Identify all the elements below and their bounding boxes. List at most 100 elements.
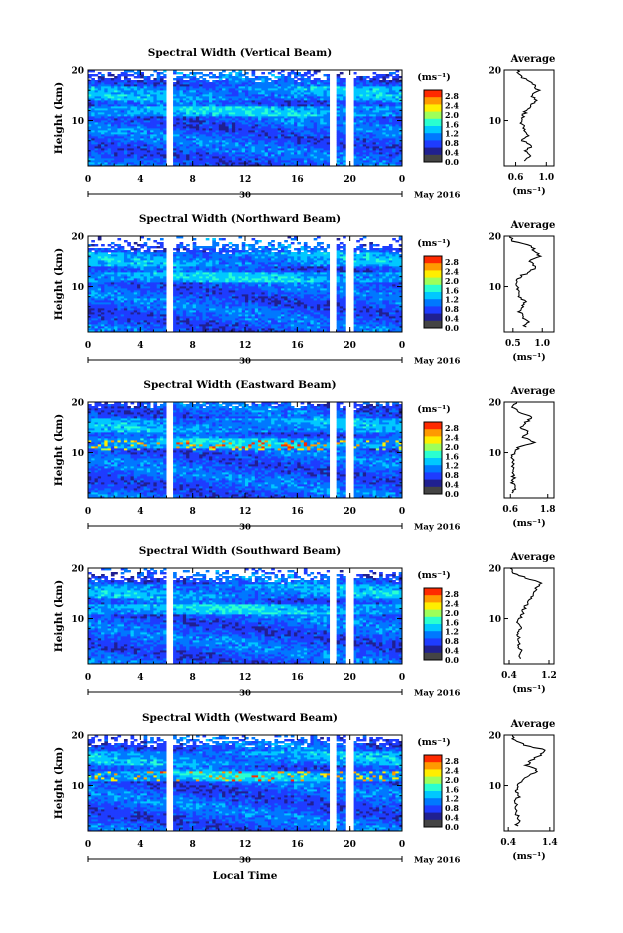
x-tick-label: 8 — [190, 175, 196, 185]
data-gap — [167, 70, 174, 166]
heatmap-cell — [317, 78, 321, 80]
colorbar-segment — [424, 104, 442, 112]
heatmap-cell — [373, 72, 377, 74]
y-axis-title: Height (km) — [53, 82, 65, 154]
heatmap-cell — [271, 80, 275, 82]
heatmap-cell — [137, 80, 141, 82]
colorbar-segment — [424, 155, 442, 163]
heatmap-cell — [304, 72, 308, 74]
heatmap-cell — [163, 74, 167, 76]
heatmap-cell — [95, 74, 99, 76]
heatmap-cell — [121, 80, 125, 82]
heatmap-cell — [206, 80, 210, 82]
heatmap-cell — [101, 244, 105, 246]
heatmap-cell — [281, 74, 285, 76]
heatmap-cell — [382, 74, 386, 76]
heatmap-cell — [127, 74, 131, 76]
heatmap-cell — [183, 80, 187, 82]
heatmap-cell — [202, 74, 206, 76]
heatmap-cell — [176, 72, 180, 74]
heatmap-cell — [140, 252, 144, 254]
heatmap-cell — [101, 248, 105, 250]
heatmap-cell — [104, 78, 108, 80]
heatmap-cell — [117, 238, 121, 240]
heatmap-cell — [189, 76, 193, 78]
heatmap-cell — [117, 74, 121, 76]
heatmap-cell — [144, 242, 148, 244]
heatmap-cell — [199, 80, 203, 82]
heatmap-cell — [134, 80, 138, 82]
heatmap-cell — [314, 78, 318, 80]
data-gap — [330, 70, 337, 166]
heatmap-cell — [121, 72, 125, 74]
heatmap-cell — [150, 80, 154, 82]
heatmap-cell — [222, 80, 226, 82]
heatmap-cell — [91, 244, 95, 246]
heatmap-cell — [297, 72, 301, 74]
heatmap-cell — [389, 80, 393, 82]
heatmap-cell — [216, 76, 220, 78]
heatmap-cell — [327, 74, 331, 76]
data-gap — [346, 70, 354, 166]
heatmap-cell — [117, 244, 121, 246]
heatmap-cell — [242, 78, 246, 80]
panel-title: Spectral Width (Vertical Beam) — [148, 47, 332, 59]
heatmap-cell — [379, 74, 383, 76]
heatmap-cell — [131, 74, 135, 76]
x-tick-label: 0 — [399, 175, 405, 185]
heatmap-cell — [108, 254, 112, 256]
heatmap-cell — [121, 246, 125, 248]
heatmap-cell — [245, 72, 249, 74]
heatmap-cell — [235, 72, 239, 74]
heatmap-cell — [216, 80, 220, 82]
heatmap-cell — [199, 72, 203, 74]
heatmap-cell — [134, 242, 138, 244]
heatmap-cell — [212, 74, 216, 76]
heatmap-cell — [134, 248, 138, 250]
heatmap-cell — [337, 74, 341, 76]
heatmap-cell — [271, 74, 275, 76]
x-tick-label: 4 — [137, 175, 143, 185]
heatmap-cell — [248, 78, 252, 80]
heatmap-cell — [111, 242, 115, 244]
heatmap-cell — [258, 82, 262, 84]
profile-x-tick-label: 0.6 — [508, 173, 524, 183]
heatmap-cell — [160, 76, 164, 78]
heatmap-cell — [340, 72, 344, 74]
heatmap-cell — [193, 72, 197, 74]
heatmap-cell — [134, 72, 138, 74]
heatmap-cell — [379, 80, 383, 82]
heatmap-cell — [111, 246, 115, 248]
heatmap-cell — [144, 250, 148, 252]
heatmap-cell — [255, 82, 259, 84]
profile-y-tick-label: 10 — [488, 117, 501, 127]
x-tick-label: 20 — [343, 175, 356, 185]
heatmap-cell — [150, 74, 154, 76]
heatmap-cell — [134, 76, 138, 78]
heatmap-cell — [310, 74, 314, 76]
heatmap-cell — [111, 74, 115, 76]
heatmap-cell — [108, 248, 112, 250]
heatmap-cell — [369, 78, 373, 80]
heatmap-cell — [278, 72, 282, 74]
heatmap-cell — [140, 244, 144, 246]
colorbar-unit: (ms⁻¹) — [417, 72, 451, 83]
x-tick-label: 16 — [291, 175, 304, 185]
heatmap-cell — [265, 76, 269, 78]
heatmap-cell — [88, 248, 92, 250]
y-tick-label: 20 — [71, 67, 84, 77]
heatmap-cell — [131, 246, 135, 248]
heatmap-cell — [202, 78, 206, 80]
heatmap-cell — [88, 74, 92, 76]
heatmap-cell — [114, 248, 118, 250]
heatmap-cell — [245, 76, 249, 78]
heatmap-cell — [127, 250, 131, 252]
heatmap-cell — [183, 74, 187, 76]
heatmap-cell — [98, 248, 102, 250]
heatmap-cell — [268, 82, 272, 84]
heatmap-cell — [124, 240, 128, 242]
heatmap-cell — [180, 76, 184, 78]
day-label: 30 — [239, 191, 251, 201]
